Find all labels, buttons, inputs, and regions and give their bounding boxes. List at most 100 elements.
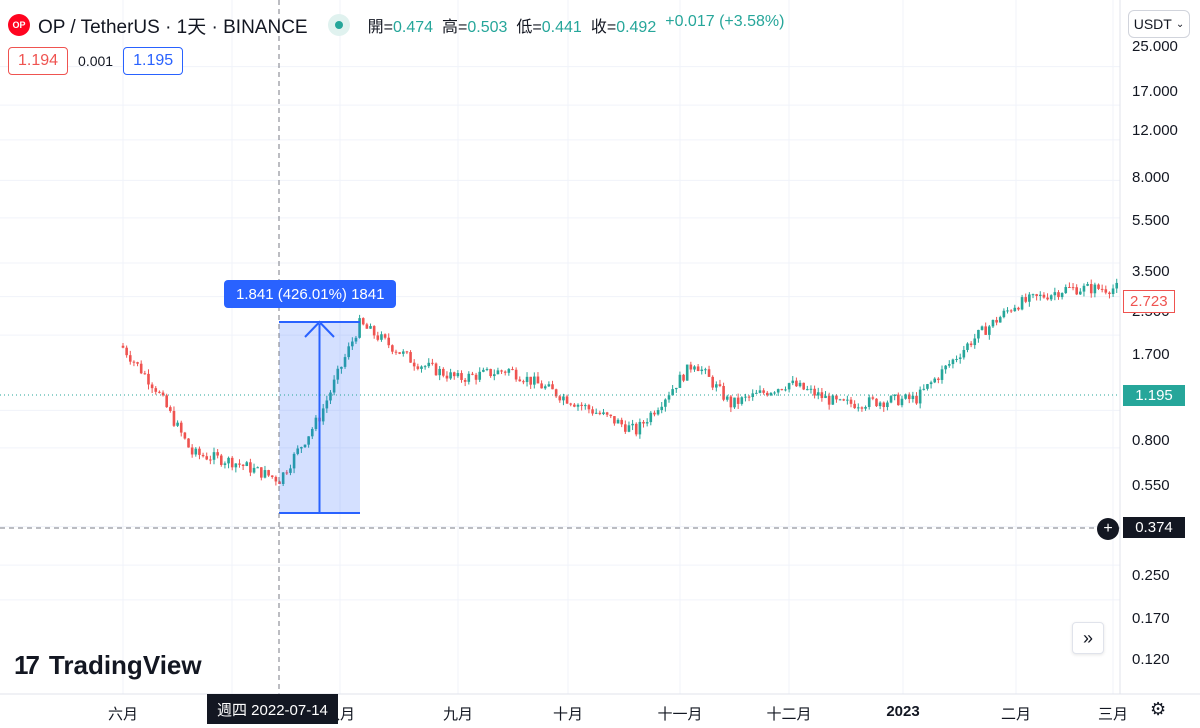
candle-body: [605, 412, 609, 415]
sell-price-button[interactable]: 1.194: [8, 47, 69, 75]
candle-body: [798, 382, 802, 387]
tradingview-wordmark: TradingView: [48, 650, 202, 680]
candle-body: [897, 394, 900, 406]
candle-body: [678, 374, 682, 388]
candle-body: [744, 396, 747, 398]
candle-body: [765, 392, 769, 396]
candle-body: [784, 389, 787, 391]
market-status-icon[interactable]: [327, 14, 350, 36]
scroll-to-realtime-button[interactable]: »: [1072, 622, 1104, 654]
tradingview-logo[interactable]: 17 TradingView: [14, 650, 202, 681]
candle-body: [132, 361, 136, 363]
candle-body: [984, 326, 987, 335]
candle-body: [889, 396, 893, 403]
y-tick: 0.800: [1132, 432, 1170, 449]
crosshair-date-tag: 週四 2022-07-14: [207, 694, 338, 724]
candle-body: [838, 399, 842, 401]
candle-body: [1002, 310, 1006, 318]
gear-icon[interactable]: ⚙: [1150, 699, 1167, 719]
candle-body: [809, 388, 813, 390]
plus-circle-icon[interactable]: +: [1097, 518, 1119, 540]
candle-body: [966, 343, 969, 350]
candle-body: [1064, 287, 1068, 294]
candle-body: [947, 364, 951, 366]
candle-body: [918, 389, 922, 404]
candle-body: [806, 389, 809, 391]
candle-body: [478, 371, 482, 380]
candle-body: [562, 396, 565, 401]
candle-body: [820, 392, 824, 399]
candle-body: [747, 396, 751, 398]
buy-price-button[interactable]: 1.195: [123, 47, 184, 75]
candle-body: [169, 407, 172, 411]
candle-body: [252, 467, 256, 473]
candle-body: [667, 395, 671, 400]
candle-body: [842, 399, 846, 401]
symbol-title[interactable]: OP / TetherUS · 1天 · BINANCE: [38, 16, 308, 38]
candle-body: [292, 453, 296, 469]
candle-body: [507, 369, 511, 373]
x-label: 十月: [552, 706, 584, 723]
candle-body: [536, 376, 540, 384]
candle-body: [995, 319, 998, 323]
last-price-tag: 2.723: [1123, 290, 1175, 313]
candle-body: [893, 394, 896, 397]
candle-body: [962, 349, 966, 358]
chart-grid: [0, 0, 1120, 694]
x-label: 十一月: [657, 706, 703, 723]
candle-body: [547, 384, 551, 387]
candle-body: [1115, 282, 1119, 289]
candle-body: [631, 423, 634, 426]
candle-body: [944, 365, 947, 370]
candle-body: [795, 380, 798, 387]
candle-body: [128, 355, 132, 362]
candle-body: [1086, 284, 1089, 286]
candle-body: [827, 395, 831, 405]
candle-body: [471, 373, 474, 375]
candle-body: [1046, 297, 1049, 300]
candle-body: [1108, 292, 1111, 295]
x-label: 六月: [107, 706, 139, 723]
candle-body: [434, 363, 438, 376]
candle-body: [583, 405, 587, 407]
currency-select[interactable]: USDT ⌄: [1128, 10, 1190, 38]
candle-body: [321, 408, 325, 422]
candle-body: [416, 366, 420, 369]
candle-body: [653, 412, 656, 415]
candle-body: [780, 389, 784, 391]
candle-body: [791, 380, 795, 384]
candle-body: [267, 470, 270, 476]
candle-body: [314, 417, 318, 429]
candle-body: [904, 394, 907, 399]
candle-body: [456, 373, 460, 377]
y-tick: 5.500: [1132, 212, 1170, 229]
candle-body: [1049, 295, 1053, 300]
trade-prices: 1.194 0.001 1.195: [8, 47, 184, 75]
candle-body: [937, 378, 940, 380]
candle-body: [329, 392, 332, 401]
y-tick: 0.550: [1132, 477, 1170, 494]
candle-body: [409, 352, 412, 363]
candle-body: [671, 389, 674, 396]
candle-body: [347, 346, 350, 358]
crosshair-price-tag: 0.374: [1123, 517, 1185, 538]
candle-body: [882, 402, 886, 408]
candle-body: [179, 422, 183, 433]
candle-body: [143, 373, 147, 375]
candle-body: [1038, 294, 1042, 296]
candle-body: [1111, 288, 1115, 295]
candle-body: [136, 362, 139, 364]
measure-arrow-head: [304, 320, 335, 338]
close-label: 收=: [590, 19, 617, 36]
candle-body: [988, 326, 991, 335]
candle-body: [776, 389, 780, 393]
candle-body: [121, 345, 125, 348]
candle-body: [1009, 310, 1013, 312]
candle-body: [358, 318, 361, 338]
candle-body: [907, 394, 911, 400]
candle-body: [649, 412, 653, 423]
candle-body: [423, 366, 427, 368]
candle-body: [740, 397, 744, 404]
candle-body: [332, 379, 336, 393]
